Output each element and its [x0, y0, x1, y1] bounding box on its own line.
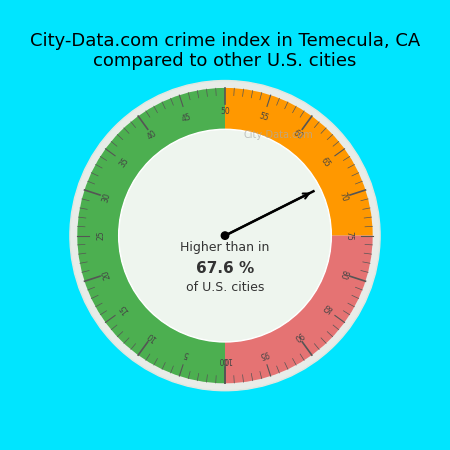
Circle shape	[70, 81, 380, 391]
Circle shape	[221, 232, 229, 239]
Text: 55: 55	[257, 112, 270, 123]
Circle shape	[120, 131, 330, 341]
Text: 95: 95	[257, 348, 270, 360]
Text: 90: 90	[291, 329, 305, 342]
Wedge shape	[225, 236, 373, 383]
Text: 20: 20	[101, 268, 113, 280]
Text: 75: 75	[345, 231, 354, 240]
Text: Higher than in: Higher than in	[180, 241, 270, 254]
Text: 50: 50	[220, 107, 230, 116]
Circle shape	[72, 82, 378, 389]
Text: 80: 80	[337, 268, 349, 280]
Text: 30: 30	[101, 191, 113, 203]
Text: of U.S. cities: of U.S. cities	[186, 281, 264, 294]
Text: 10: 10	[145, 329, 158, 342]
Text: 15: 15	[118, 302, 131, 315]
Text: 0: 0	[223, 355, 227, 364]
Wedge shape	[77, 88, 225, 383]
Text: 35: 35	[118, 156, 131, 169]
Circle shape	[119, 129, 331, 342]
Text: 100: 100	[218, 355, 232, 364]
Text: 70: 70	[337, 191, 349, 203]
Text: 25: 25	[96, 231, 105, 240]
Text: City-Data.com: City-Data.com	[243, 130, 313, 140]
Text: 85: 85	[319, 302, 332, 315]
Text: 45: 45	[180, 112, 193, 123]
Text: 60: 60	[291, 129, 305, 142]
Wedge shape	[225, 88, 373, 236]
Text: City-Data.com crime index in Temecula, CA
compared to other U.S. cities: City-Data.com crime index in Temecula, C…	[30, 32, 420, 70]
Text: 67.6 %: 67.6 %	[196, 261, 254, 275]
Text: 40: 40	[145, 129, 159, 142]
Text: 5: 5	[183, 349, 190, 359]
Text: 65: 65	[319, 156, 332, 169]
